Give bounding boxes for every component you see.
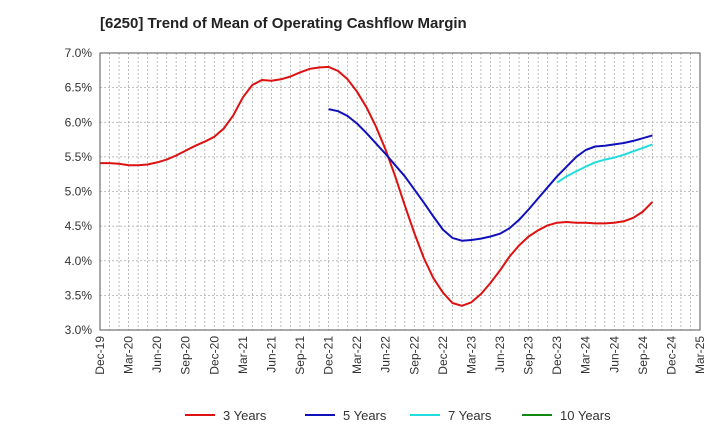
x-tick-label: Dec-24 — [664, 336, 678, 375]
x-tick-label: Sep-23 — [522, 336, 536, 375]
x-tick-label: Sep-20 — [179, 336, 193, 375]
x-tick-label: Sep-24 — [636, 336, 650, 375]
y-tick-label: 6.5% — [65, 81, 93, 95]
legend: 3 Years 5 Years 7 Years 10 Years — [185, 408, 611, 423]
x-tick-label: Jun-20 — [150, 336, 164, 373]
x-tick-label: Sep-22 — [407, 336, 421, 375]
x-tick-label: Jun-22 — [379, 336, 393, 373]
y-tick-label: 6.0% — [65, 115, 93, 129]
x-tick-label: Sep-21 — [293, 336, 307, 375]
x-tick-label: Jun-23 — [493, 336, 507, 373]
series-lines — [100, 65, 654, 307]
x-tick-label: Mar-24 — [579, 336, 593, 374]
x-tick-label: Dec-20 — [207, 336, 221, 375]
x-tick-label: Dec-21 — [322, 336, 336, 375]
y-tick-label: 3.0% — [65, 323, 93, 337]
x-tick-label: Mar-20 — [122, 336, 136, 374]
y-tick-label: 7.0% — [65, 46, 93, 60]
y-tick-label: 5.0% — [65, 185, 93, 199]
series-line-3-years — [100, 65, 654, 307]
x-tick-label: Mar-22 — [350, 336, 364, 374]
legend-label-5-years: 5 Years — [343, 408, 387, 423]
legend-label-10-years: 10 Years — [560, 408, 611, 423]
plot-frame — [99, 52, 701, 331]
series-line-5-years — [328, 108, 653, 242]
chart-title: [6250] Trend of Mean of Operating Cashfl… — [100, 15, 467, 32]
x-tick-label: Mar-25 — [693, 336, 707, 374]
y-tick-label: 4.0% — [65, 254, 93, 268]
x-axis: Dec-19 Mar-20 Jun-20 Sep-20 Dec-20 Mar-21 Jun-… — [93, 336, 707, 375]
x-tick-label: Mar-21 — [236, 336, 250, 374]
y-tick-label: 3.5% — [65, 288, 93, 302]
x-tick-label: Jun-21 — [264, 336, 278, 373]
x-tick-label: Dec-22 — [436, 336, 450, 375]
x-tick-label: Dec-23 — [550, 336, 564, 375]
y-tick-label: 4.5% — [65, 219, 93, 233]
series-line-7-years — [556, 143, 653, 184]
x-tick-label: Jun-24 — [607, 336, 621, 373]
x-tick-label: Dec-19 — [93, 336, 107, 375]
x-tick-label: Mar-23 — [464, 336, 478, 374]
y-axis: 3.0% 3.5% 4.0% 4.5% 5.0% 5.5% 6.0% 6.5% 7.0% — [65, 46, 93, 337]
y-tick-label: 5.5% — [65, 150, 93, 164]
legend-label-7-years: 7 Years — [448, 408, 492, 423]
legend-label-3-years: 3 Years — [223, 408, 267, 423]
